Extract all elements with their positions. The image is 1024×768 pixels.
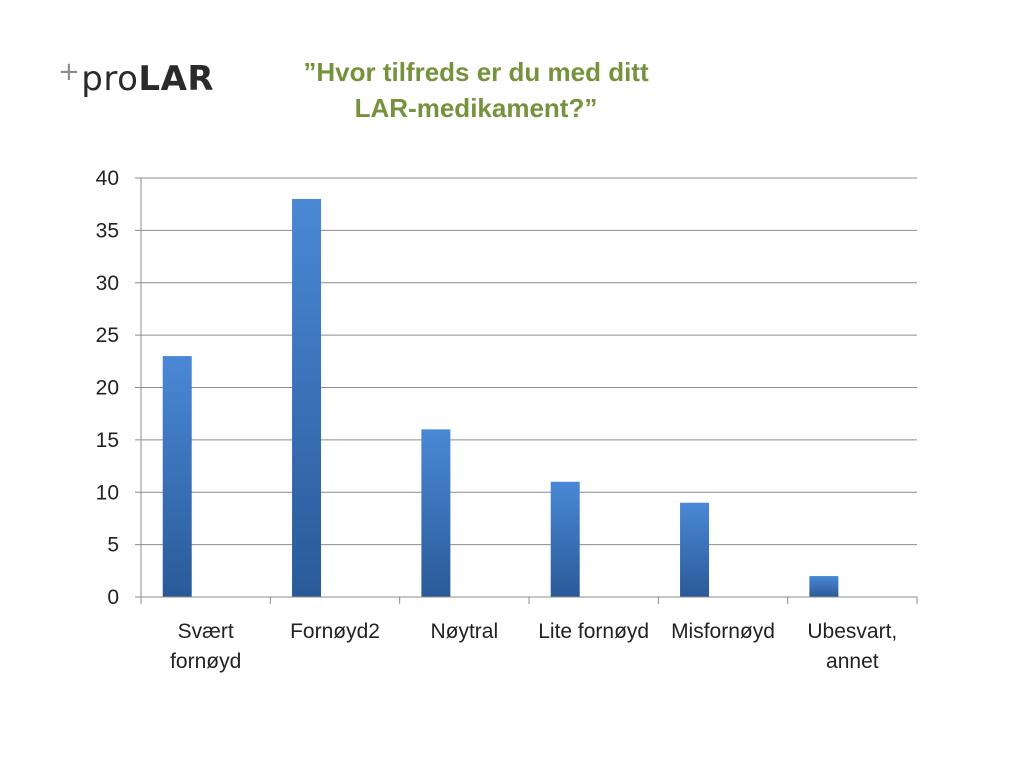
x-axis [135, 177, 918, 604]
bar [809, 576, 839, 597]
y-tick-label: 25 [96, 324, 119, 347]
x-category-label: Misfornøyd [671, 620, 775, 643]
bars [162, 198, 839, 597]
bar [421, 429, 451, 597]
logo-plus: + [58, 57, 81, 87]
y-tick-label: 30 [96, 272, 119, 295]
gridlines [141, 177, 917, 546]
x-category-label: Lite fornøyd [538, 620, 649, 643]
x-category-label: Ubesvart, annet [807, 620, 897, 673]
logo-lar: LAR [138, 59, 215, 99]
chart-title: ”Hvor tilfreds er du med ditt LAR-medika… [240, 54, 712, 126]
y-tick-label: 20 [96, 377, 119, 400]
x-axis-category-labels: Svært fornøyd Fornøyd2 Nøytral Lite fornøyd M… [170, 620, 897, 673]
y-axis-tick-labels: 0 5 10 15 20 25 30 35 40 [96, 167, 119, 609]
logo-pro: pro [81, 59, 139, 99]
y-tick-label: 40 [96, 167, 119, 190]
chart-title-line-2: LAR-medikament?” [354, 93, 598, 123]
y-tick-label: 35 [96, 219, 119, 242]
bar [162, 356, 192, 597]
bar [680, 502, 710, 597]
y-tick-label: 5 [107, 534, 119, 557]
x-category-label: Fornøyd2 [290, 620, 380, 643]
y-tick-label: 10 [96, 481, 119, 504]
y-tick-label: 0 [107, 586, 119, 609]
chart-title-line-1: ”Hvor tilfreds er du med ditt [303, 57, 649, 87]
bar [550, 481, 580, 597]
x-category-label: Svært fornøyd [170, 620, 241, 673]
prolar-logo: +proLAR [58, 52, 214, 99]
x-category-label: Nøytral [430, 620, 498, 643]
bar [292, 198, 322, 597]
y-tick-label: 15 [96, 429, 119, 452]
